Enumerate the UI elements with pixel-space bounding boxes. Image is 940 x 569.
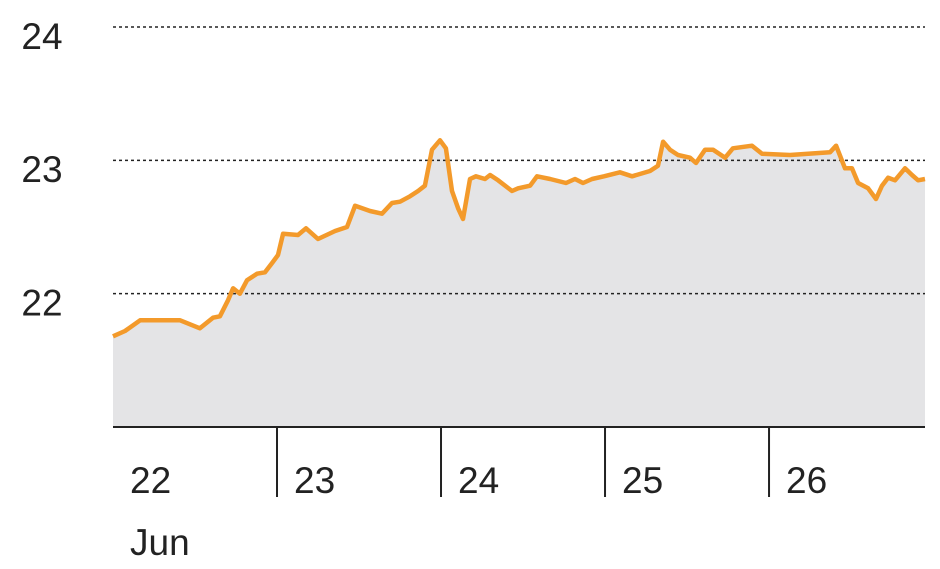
x-tick-label: 24: [458, 460, 499, 501]
y-tick-label: 23: [21, 149, 62, 190]
x-tick-label: 26: [786, 460, 827, 501]
y-tick-label: 22: [21, 282, 62, 323]
line: [112, 138, 926, 339]
area-fill: [113, 140, 925, 428]
month-label: Jun: [130, 522, 190, 563]
x-tick-label: 23: [294, 460, 335, 501]
x-tick-label: 25: [622, 460, 663, 501]
y-tick-label: 24: [21, 16, 62, 57]
x-tick-label: 22: [130, 460, 171, 501]
